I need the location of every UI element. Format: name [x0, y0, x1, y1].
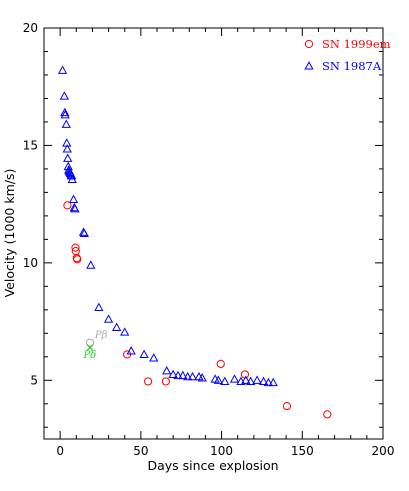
point-sn-1987a [86, 260, 96, 269]
axis-tick-labels: 0 50 100 150 200 5 10 15 20 [23, 21, 395, 458]
point-sn-1987a [252, 375, 262, 384]
y-tick-label: 15 [23, 138, 38, 152]
point-sn-1987a [220, 376, 230, 385]
axis-ticks [43, 27, 384, 439]
legend-label: SN 1987A [322, 59, 382, 73]
point-sn-1999em [71, 243, 80, 252]
point-sn-1987a [63, 153, 73, 162]
point-p [85, 338, 95, 347]
point-sn-1987a [103, 314, 114, 323]
point-sn-1987a [229, 374, 240, 383]
point-sn-1987a [120, 327, 130, 336]
point-sn-1987a [213, 375, 223, 384]
point-sn-1987a [149, 353, 159, 362]
legend-marker [304, 39, 314, 49]
point-sn-1987a [194, 371, 204, 381]
point-sn-1987a [263, 377, 274, 387]
point-sn-1987a [241, 375, 251, 384]
point-sn-1987a [94, 302, 104, 312]
point-sn-1999em [144, 377, 153, 386]
point-sn-1987a [183, 371, 193, 381]
point-sn-1987a [258, 376, 269, 385]
point-sn-1987a [139, 349, 149, 358]
point-sn-1987a [268, 377, 278, 387]
point-sn-1987a [245, 376, 256, 385]
point-sn-1987a [197, 373, 207, 382]
point-sn-1987a [66, 171, 77, 180]
legend: SN 1999em SN 1987A [304, 37, 391, 73]
point-sn-1987a [61, 119, 71, 128]
point-sn-1999em [73, 255, 82, 264]
y-tick-label: 10 [23, 256, 38, 270]
point-sn-1999em [161, 377, 170, 386]
x-axis-label: Days since explosion [147, 458, 278, 473]
point-p [86, 344, 94, 351]
y-tick-label: 5 [30, 373, 38, 387]
point-sn-1987a [178, 370, 188, 380]
point-sn-1987a [126, 346, 136, 355]
y-axis-label: Velocity (1000 km/s) [2, 169, 17, 298]
point-sn-1987a [68, 194, 79, 203]
point-sn-1987a [59, 91, 69, 100]
x-tick-label: 200 [372, 444, 395, 458]
point-sn-1987a [57, 65, 68, 74]
point-sn-1987a [67, 174, 77, 184]
point-sn-1987a [62, 144, 72, 153]
point-sn-1987a [60, 110, 70, 119]
point-sn-1999em [63, 201, 72, 210]
point-sn-1987a [79, 228, 90, 238]
legend-marker [304, 61, 314, 70]
point-sn-1999em [282, 402, 292, 411]
plot-frame [43, 27, 384, 440]
point-sn-1987a [162, 366, 172, 375]
annotations: Pβ Pδ [83, 330, 108, 361]
point-sn-1999em [216, 359, 225, 368]
annotation-label: Pβ [94, 330, 108, 341]
x-tick-label: 0 [56, 444, 64, 458]
point-sn-1987a [70, 204, 80, 213]
y-tick-label: 20 [23, 21, 38, 35]
point-sn-1987a [168, 369, 178, 378]
point-sn-1999em [323, 410, 332, 419]
point-sn-1987a [210, 374, 220, 383]
data-points [57, 65, 332, 419]
point-sn-1987a [187, 371, 198, 381]
point-sn-1987a [173, 370, 183, 380]
x-tick-label: 100 [210, 444, 233, 458]
x-tick-label: 150 [291, 444, 314, 458]
x-tick-label: 50 [133, 444, 148, 458]
annotation-label: Pδ [83, 350, 97, 361]
point-sn-1987a [111, 322, 122, 331]
point-sn-1987a [60, 107, 70, 117]
legend-label: SN 1999em [322, 37, 391, 51]
